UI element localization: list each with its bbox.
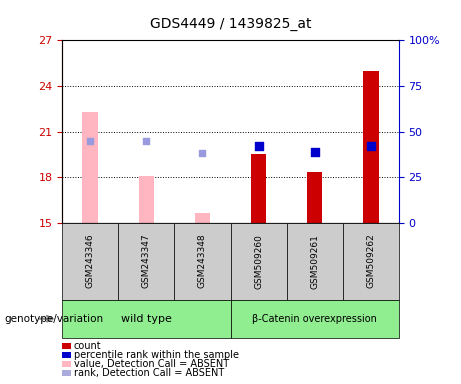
Text: rank, Detection Call = ABSENT: rank, Detection Call = ABSENT: [74, 368, 224, 378]
Text: β-Catenin overexpression: β-Catenin overexpression: [252, 314, 377, 324]
Text: value, Detection Call = ABSENT: value, Detection Call = ABSENT: [74, 359, 229, 369]
Bar: [138, 175, 154, 223]
Point: [199, 150, 206, 156]
Point: [142, 138, 150, 144]
Text: GSM243348: GSM243348: [198, 234, 207, 288]
Text: GSM509260: GSM509260: [254, 234, 263, 288]
Text: GSM243346: GSM243346: [86, 234, 95, 288]
Bar: [307, 172, 323, 223]
Bar: [363, 71, 378, 223]
Bar: [195, 213, 210, 223]
Text: genotype/variation: genotype/variation: [5, 314, 104, 324]
Text: GDS4449 / 1439825_at: GDS4449 / 1439825_at: [150, 17, 311, 31]
Text: percentile rank within the sample: percentile rank within the sample: [74, 350, 239, 360]
Text: count: count: [74, 341, 101, 351]
Point: [255, 143, 262, 149]
Point: [367, 143, 374, 149]
Point: [87, 138, 94, 144]
Text: GSM509261: GSM509261: [310, 234, 319, 288]
Text: GSM509262: GSM509262: [366, 234, 375, 288]
Bar: [83, 112, 98, 223]
Text: GSM243347: GSM243347: [142, 234, 151, 288]
Text: wild type: wild type: [121, 314, 172, 324]
Point: [311, 149, 318, 155]
Bar: [251, 154, 266, 223]
